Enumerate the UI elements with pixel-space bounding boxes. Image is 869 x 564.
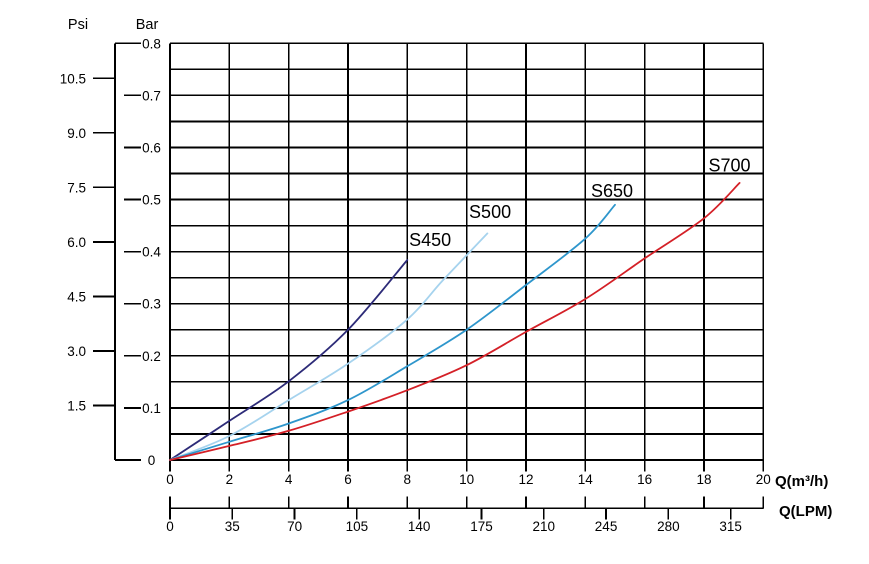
series-label-s500: S500 — [469, 202, 511, 222]
series-label-s700: S700 — [708, 156, 750, 176]
m3h-tick-label: 12 — [518, 472, 533, 487]
psi-axis-title: Psi — [68, 17, 88, 33]
m3h-tick-label: 4 — [285, 472, 293, 487]
psi-tick-label: 10.5 — [60, 71, 86, 86]
m3h-axis-title: Q(m³/h) — [775, 473, 828, 490]
lpm-tick-label: 315 — [719, 519, 742, 534]
m3h-tick-label: 18 — [696, 472, 711, 487]
bar-tick-label: 0.6 — [142, 140, 161, 155]
m3h-tick-label: 20 — [756, 472, 771, 487]
lpm-tick-label: 140 — [408, 519, 431, 534]
m3h-tick-label: 14 — [578, 472, 594, 487]
curve-s500 — [169, 232, 489, 461]
bar-tick-label: 0.8 — [142, 36, 161, 51]
lpm-tick-label: 245 — [595, 519, 618, 534]
m3h-tick-label: 2 — [226, 472, 234, 487]
psi-tick-label: 1.5 — [67, 398, 86, 413]
series-label-s650: S650 — [591, 181, 633, 201]
psi-tick-label: 9.0 — [67, 126, 86, 141]
bar-tick-label: 0.3 — [142, 297, 161, 312]
curve-s450 — [169, 259, 409, 461]
bar-tick-label: 0 — [148, 453, 156, 468]
bar-axis-title: Bar — [136, 17, 159, 33]
m3h-tick-label: 10 — [459, 472, 474, 487]
curve-s650 — [169, 203, 616, 461]
lpm-axis-title: Q(LPM) — [779, 503, 832, 520]
bar-tick-label: 0.1 — [142, 401, 161, 416]
lpm-tick-label: 175 — [470, 519, 493, 534]
m3h-tick-label: 16 — [637, 472, 652, 487]
lpm-tick-label: 105 — [346, 519, 369, 534]
m3h-tick-label: 6 — [344, 472, 352, 487]
lpm-tick-label: 210 — [533, 519, 556, 534]
lpm-tick-label: 280 — [657, 519, 680, 534]
bar-tick-label: 0.2 — [142, 349, 161, 364]
m3h-tick-label: 8 — [404, 472, 412, 487]
bar-tick-label: 0.5 — [142, 193, 161, 208]
bar-tick-label: 0.4 — [142, 245, 161, 260]
lpm-tick-label: 70 — [287, 519, 302, 534]
curve-s700 — [169, 182, 741, 461]
lpm-tick-label: 0 — [166, 519, 174, 534]
bar-tick-label: 0.7 — [142, 88, 161, 103]
psi-tick-label: 6.0 — [67, 235, 86, 250]
lpm-tick-label: 35 — [225, 519, 240, 534]
series-label-s450: S450 — [409, 230, 451, 250]
psi-tick-label: 4.5 — [67, 289, 86, 304]
psi-tick-label: 7.5 — [67, 180, 86, 195]
psi-tick-label: 3.0 — [67, 344, 86, 359]
m3h-tick-label: 0 — [166, 472, 174, 487]
